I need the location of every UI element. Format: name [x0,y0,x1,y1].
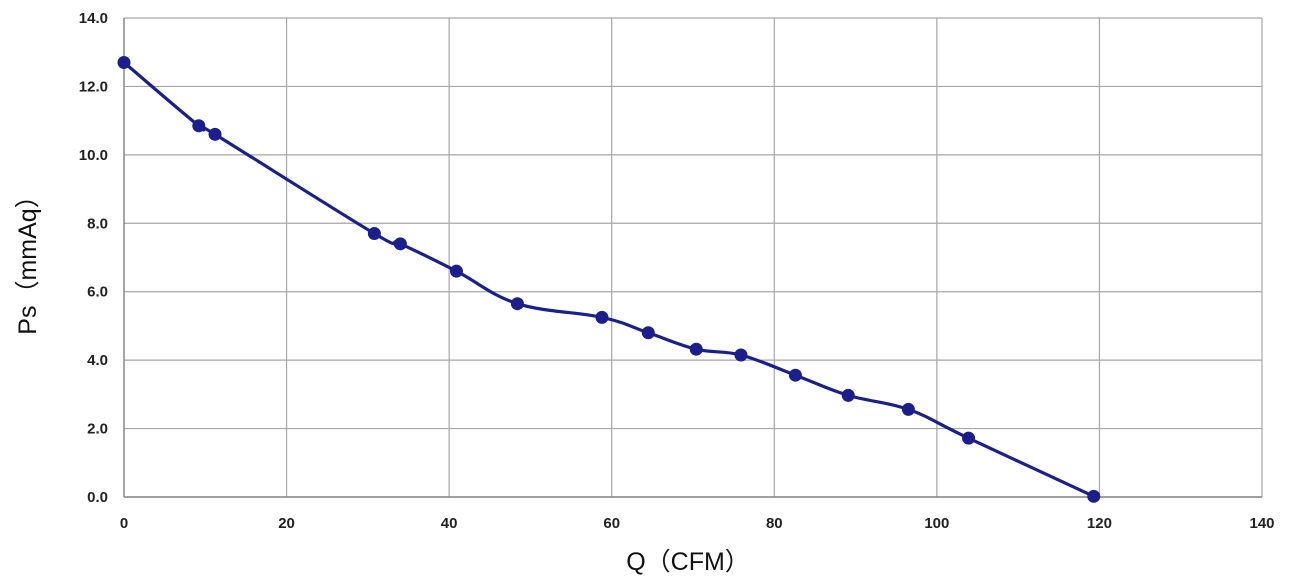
series-line [122,60,1096,498]
y-tick-label: 14.0 [79,10,108,27]
x-tick-label: 40 [441,515,458,532]
data-point [841,388,855,402]
data-point [788,368,802,382]
axes [123,18,1262,498]
x-tick-label: 60 [603,515,620,532]
x-tick-label: 80 [766,515,783,532]
y-tick-label: 10.0 [79,147,108,164]
data-point [962,431,976,445]
data-point [734,348,748,362]
y-tick-label: 6.0 [87,284,108,301]
y-axis-title: Ps（mmAq） [14,183,42,334]
y-tick-label: 2.0 [87,421,108,438]
tick-labels: 0 20 40 60 80 100 120 140 0.0 2.0 4.0 6.0 8.0 10.0 12.… [79,10,1275,532]
y-tick-label: 0.0 [87,489,108,506]
x-axis-title: Q（CFM） [626,548,750,576]
data-point [641,326,655,340]
data-point [901,402,915,416]
grid-lines [123,17,1263,498]
data-point [449,264,463,278]
data-point [689,342,703,356]
data-point [510,297,524,311]
data-point [393,237,407,251]
x-tick-label: 0 [120,515,128,532]
x-tick-label: 20 [278,515,295,532]
data-series [117,55,1101,503]
x-tick-label: 120 [1087,515,1112,532]
y-tick-label: 12.0 [79,78,108,95]
x-tick-label: 100 [924,515,949,532]
x-tick-label: 140 [1249,515,1274,532]
data-point [117,55,131,69]
y-tick-label: 4.0 [87,352,108,369]
data-point [367,227,381,241]
data-point [192,119,206,133]
y-tick-label: 8.0 [87,215,108,232]
data-point [595,310,609,324]
data-point [1087,489,1101,503]
data-point [208,127,222,141]
